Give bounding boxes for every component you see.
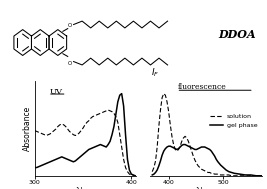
X-axis label: λ/nm: λ/nm [196, 186, 215, 189]
Text: O: O [68, 61, 72, 66]
Text: UV: UV [50, 88, 63, 96]
Text: $I_F$: $I_F$ [151, 67, 159, 79]
Text: DDOA: DDOA [219, 29, 256, 40]
Text: fluorescence: fluorescence [178, 83, 226, 91]
Y-axis label: Absorbance: Absorbance [23, 106, 32, 151]
Legend: solution, gel phase: solution, gel phase [207, 111, 260, 131]
Text: O: O [68, 23, 72, 28]
X-axis label: λ/nm: λ/nm [76, 186, 95, 189]
